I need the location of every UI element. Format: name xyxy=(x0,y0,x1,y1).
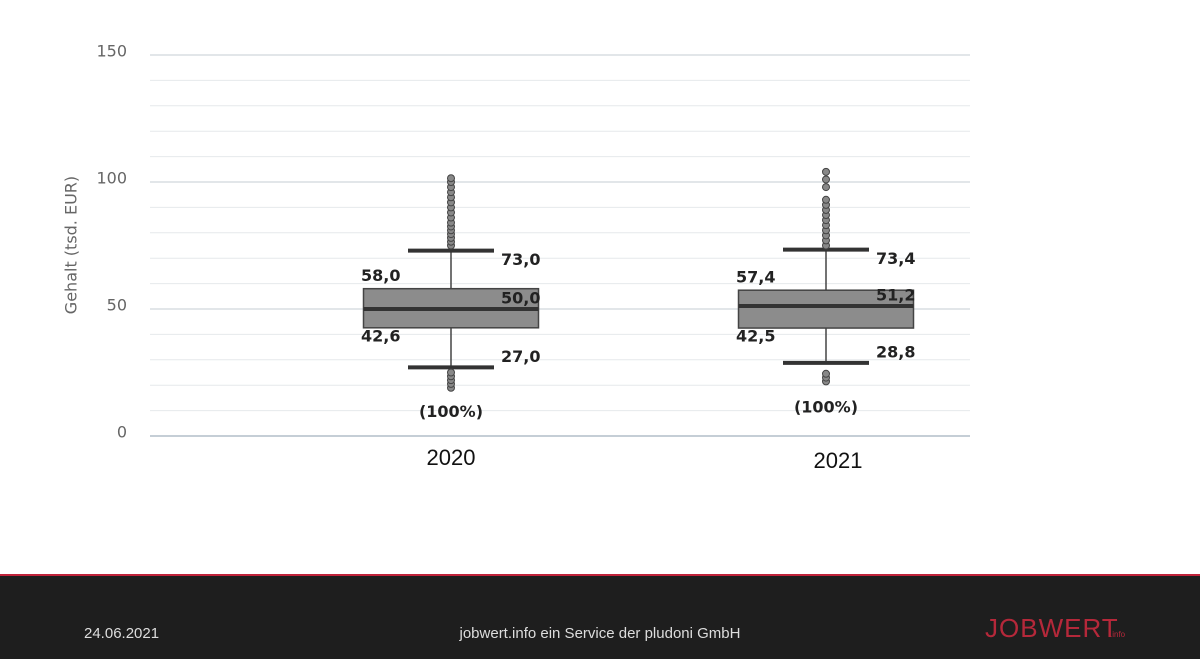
outlier xyxy=(822,175,830,184)
note: (100%) xyxy=(419,402,483,421)
outlier xyxy=(822,195,830,204)
q3-label: 58,0 xyxy=(361,266,400,285)
outlier xyxy=(447,368,455,377)
footer-date: 24.06.2021 xyxy=(84,625,159,642)
y-tick-label: 100 xyxy=(96,169,127,188)
footer xyxy=(0,575,1200,659)
footer-text: jobwert.info ein Service der pludoni Gmb… xyxy=(459,625,741,642)
box xyxy=(737,289,915,329)
logo: JOBWERT xyxy=(985,613,1119,643)
y-tick-label: 150 xyxy=(96,42,127,61)
y-axis-label: Gehalt (tsd. EUR) xyxy=(62,176,81,314)
x-tick-label: 2021 xyxy=(814,448,863,473)
q3-label: 57,4 xyxy=(736,268,775,287)
low-label: 27,0 xyxy=(501,347,540,366)
outlier xyxy=(447,174,455,183)
outlier xyxy=(822,369,830,378)
y-tick-label: 50 xyxy=(107,296,127,315)
y-tick-label: 0 xyxy=(117,423,127,442)
q1-label: 42,6 xyxy=(361,326,400,345)
logo-suffix: .info xyxy=(1110,630,1126,639)
footer-rule xyxy=(0,574,1200,576)
low-label: 28,8 xyxy=(876,342,915,361)
plot: 0 50 100 150 2020 73,0 27,0 58,0 50,0 42,6 (100%) 2… xyxy=(96,42,970,473)
outlier xyxy=(822,167,830,176)
high-label: 73,4 xyxy=(876,249,915,268)
note: (100%) xyxy=(794,397,858,416)
median-label: 50,0 xyxy=(501,289,540,308)
high-label: 73,0 xyxy=(501,250,540,269)
outlier xyxy=(822,183,830,192)
q1-label: 42,5 xyxy=(736,327,775,346)
median-label: 51,2 xyxy=(876,285,915,304)
x-tick-label: 2020 xyxy=(427,445,476,470)
